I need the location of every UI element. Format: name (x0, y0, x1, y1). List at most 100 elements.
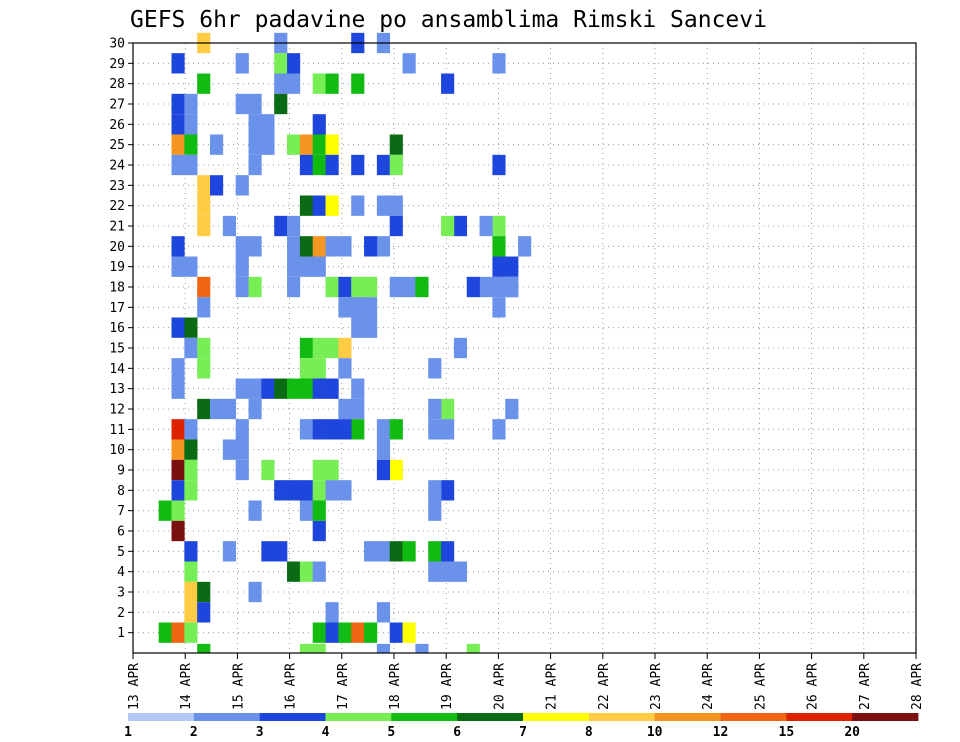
heatmap-cell (210, 134, 224, 155)
heatmap-cell (184, 317, 198, 338)
heatmap-cell (453, 561, 468, 582)
heatmap-cell (222, 439, 236, 460)
x-tick-label: 19 APR (440, 663, 455, 710)
colorbar-label: 5 (387, 725, 395, 740)
heatmap-cell (235, 256, 249, 277)
heatmap-cell (261, 541, 275, 562)
heatmap-cell (261, 134, 275, 155)
heatmap-cell (171, 317, 185, 338)
heatmap-cell (325, 154, 339, 176)
y-tick-label: 16 (109, 321, 125, 336)
heatmap-cell (389, 459, 403, 481)
heatmap-cell (312, 114, 326, 135)
heatmap-cell (325, 480, 339, 501)
heatmap-cell (428, 561, 442, 582)
heatmap-cell (299, 256, 314, 277)
heatmap-cell (364, 541, 378, 562)
x-tick-label: 17 APR (336, 663, 351, 710)
heatmap-cell (197, 276, 211, 298)
heatmap-cell (299, 236, 314, 257)
heatmap-cell (248, 93, 262, 115)
heatmap-cell (351, 622, 365, 643)
heatmap-cell (338, 297, 352, 318)
heatmap-cell (197, 581, 211, 603)
heatmap-cell (274, 378, 288, 399)
heatmap-cell (338, 358, 352, 379)
heatmap-cell (171, 114, 185, 135)
colorbar-segment (259, 713, 326, 721)
heatmap-cell (389, 419, 403, 440)
heatmap-cell (184, 622, 198, 643)
heatmap-cell (171, 500, 185, 521)
heatmap-cell (428, 398, 442, 420)
heatmap-cell (428, 358, 442, 379)
y-tick-label: 26 (109, 118, 125, 133)
heatmap-cell (274, 73, 288, 94)
heatmap-cell (312, 256, 326, 277)
heatmap-cell (351, 297, 365, 318)
heatmap-cell (441, 480, 455, 501)
heatmap-cell (364, 622, 378, 643)
heatmap-cell (389, 134, 403, 155)
x-tick-label: 28 APR (910, 663, 925, 710)
heatmap-cell (299, 337, 314, 359)
heatmap-cell (376, 602, 391, 623)
heatmap-cell (184, 154, 198, 176)
heatmap-cell (325, 378, 339, 399)
heatmap-cell (171, 236, 185, 257)
colorbar-segment (786, 713, 853, 721)
heatmap-cell (197, 73, 211, 94)
colorbar-label: 6 (453, 725, 461, 740)
heatmap-cell (415, 276, 429, 298)
heatmap-cell (312, 480, 326, 501)
colorbar-label: 1 (124, 725, 132, 740)
heatmap-cell (274, 215, 288, 237)
heatmap-cell (248, 154, 262, 176)
heatmap-cell (312, 337, 326, 359)
colorbar-label: 20 (844, 725, 860, 740)
heatmap-cell (492, 215, 506, 237)
y-tick-label: 30 (109, 37, 125, 52)
y-tick-label: 12 (109, 403, 125, 418)
y-tick-label: 23 (109, 179, 125, 194)
heatmap-cell (248, 581, 262, 603)
colorbar-label: 15 (779, 725, 795, 740)
heatmap-cell (505, 398, 519, 420)
heatmap-cells (158, 32, 532, 653)
y-tick-label: 6 (117, 525, 125, 540)
heatmap-cell (287, 480, 301, 501)
x-tick-label: 18 APR (388, 663, 403, 710)
heatmap-cell (338, 337, 352, 359)
heatmap-cell (235, 236, 249, 257)
heatmap-cell (184, 256, 198, 277)
colorbar-segment (391, 713, 458, 721)
heatmap-cell (184, 114, 198, 135)
y-tick-label: 9 (117, 464, 125, 479)
heatmap-cell (171, 154, 185, 176)
heatmap-cell (364, 317, 378, 338)
heatmap-cell (274, 480, 288, 501)
heatmap-cell (492, 297, 506, 318)
y-tick-label: 8 (117, 484, 125, 499)
heatmap-cell (184, 337, 198, 359)
heatmap-cell (312, 419, 326, 440)
x-axis: 13 APR 14 APR 15 APR 16 APR 17 APR 18 APR 19 A… (127, 653, 925, 710)
y-tick-label: 5 (117, 545, 125, 560)
heatmap-cell (338, 622, 352, 643)
x-tick-label: 13 APR (127, 663, 142, 710)
heatmap-cell (312, 358, 326, 379)
heatmap-cell (287, 236, 301, 257)
heatmap-cell (376, 643, 391, 653)
heatmap-cell (364, 297, 378, 318)
heatmap-cell (299, 643, 314, 653)
heatmap-cell (299, 358, 314, 379)
y-tick-label: 13 (109, 382, 125, 397)
heatmap-cell (171, 134, 185, 155)
colorbar-segment (588, 713, 656, 721)
heatmap-cell (492, 236, 506, 257)
heatmap-cell (312, 622, 326, 643)
heatmap-cell (338, 276, 352, 298)
heatmap-cell (299, 480, 314, 501)
heatmap-cell (351, 73, 365, 94)
heatmap-cell (197, 297, 211, 318)
